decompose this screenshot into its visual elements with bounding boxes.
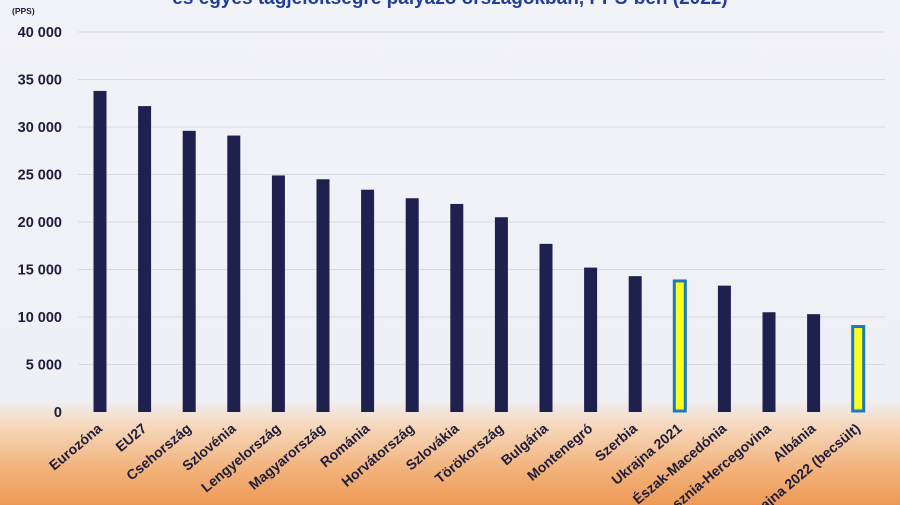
bar (672, 279, 687, 413)
x-tick-label: Eurozóna (46, 420, 105, 473)
bar (584, 267, 598, 412)
bar (807, 314, 821, 412)
bar (762, 312, 776, 412)
y-tick-label: 10 000 (18, 310, 62, 326)
bar (182, 130, 196, 413)
bar (851, 325, 866, 413)
bar (227, 135, 241, 413)
bar (494, 217, 508, 412)
y-tick-label: 5 000 (26, 358, 62, 374)
bar (271, 175, 285, 412)
x-tick-label: EU27 (112, 420, 149, 455)
x-axis-labels: Eurozóna EU27CsehországSzlovéniaLengyelor… (46, 420, 863, 505)
bar (539, 243, 553, 412)
bar (717, 285, 731, 412)
bar (450, 203, 464, 412)
bar (93, 90, 107, 413)
y-tick-label: 35 000 (18, 73, 62, 89)
bars (93, 90, 866, 413)
grid-lines (78, 31, 885, 365)
x-tick-label: Lengyelország (198, 420, 283, 495)
bar (316, 179, 330, 412)
y-axis-unit-label: (PPS) (12, 6, 35, 16)
y-axis-ticks: 0 5 000 10 000 15 000 20 000 25 000 30 000 35 0… (18, 25, 62, 421)
y-tick-label: 30 000 (18, 120, 62, 136)
y-tick-label: 25 000 (18, 168, 62, 184)
chart-title: és egyes tagjelöltségre pályázó országok… (0, 0, 900, 10)
y-tick-label: 20 000 (18, 215, 62, 231)
bar (405, 198, 419, 412)
x-tick-label: Magyarország (246, 420, 328, 493)
bar (361, 189, 375, 412)
bar (138, 106, 152, 412)
y-tick-label: 15 000 (18, 263, 62, 279)
y-tick-label: 0 (54, 405, 62, 421)
bar (628, 276, 642, 412)
y-tick-label: 40 000 (18, 25, 62, 41)
